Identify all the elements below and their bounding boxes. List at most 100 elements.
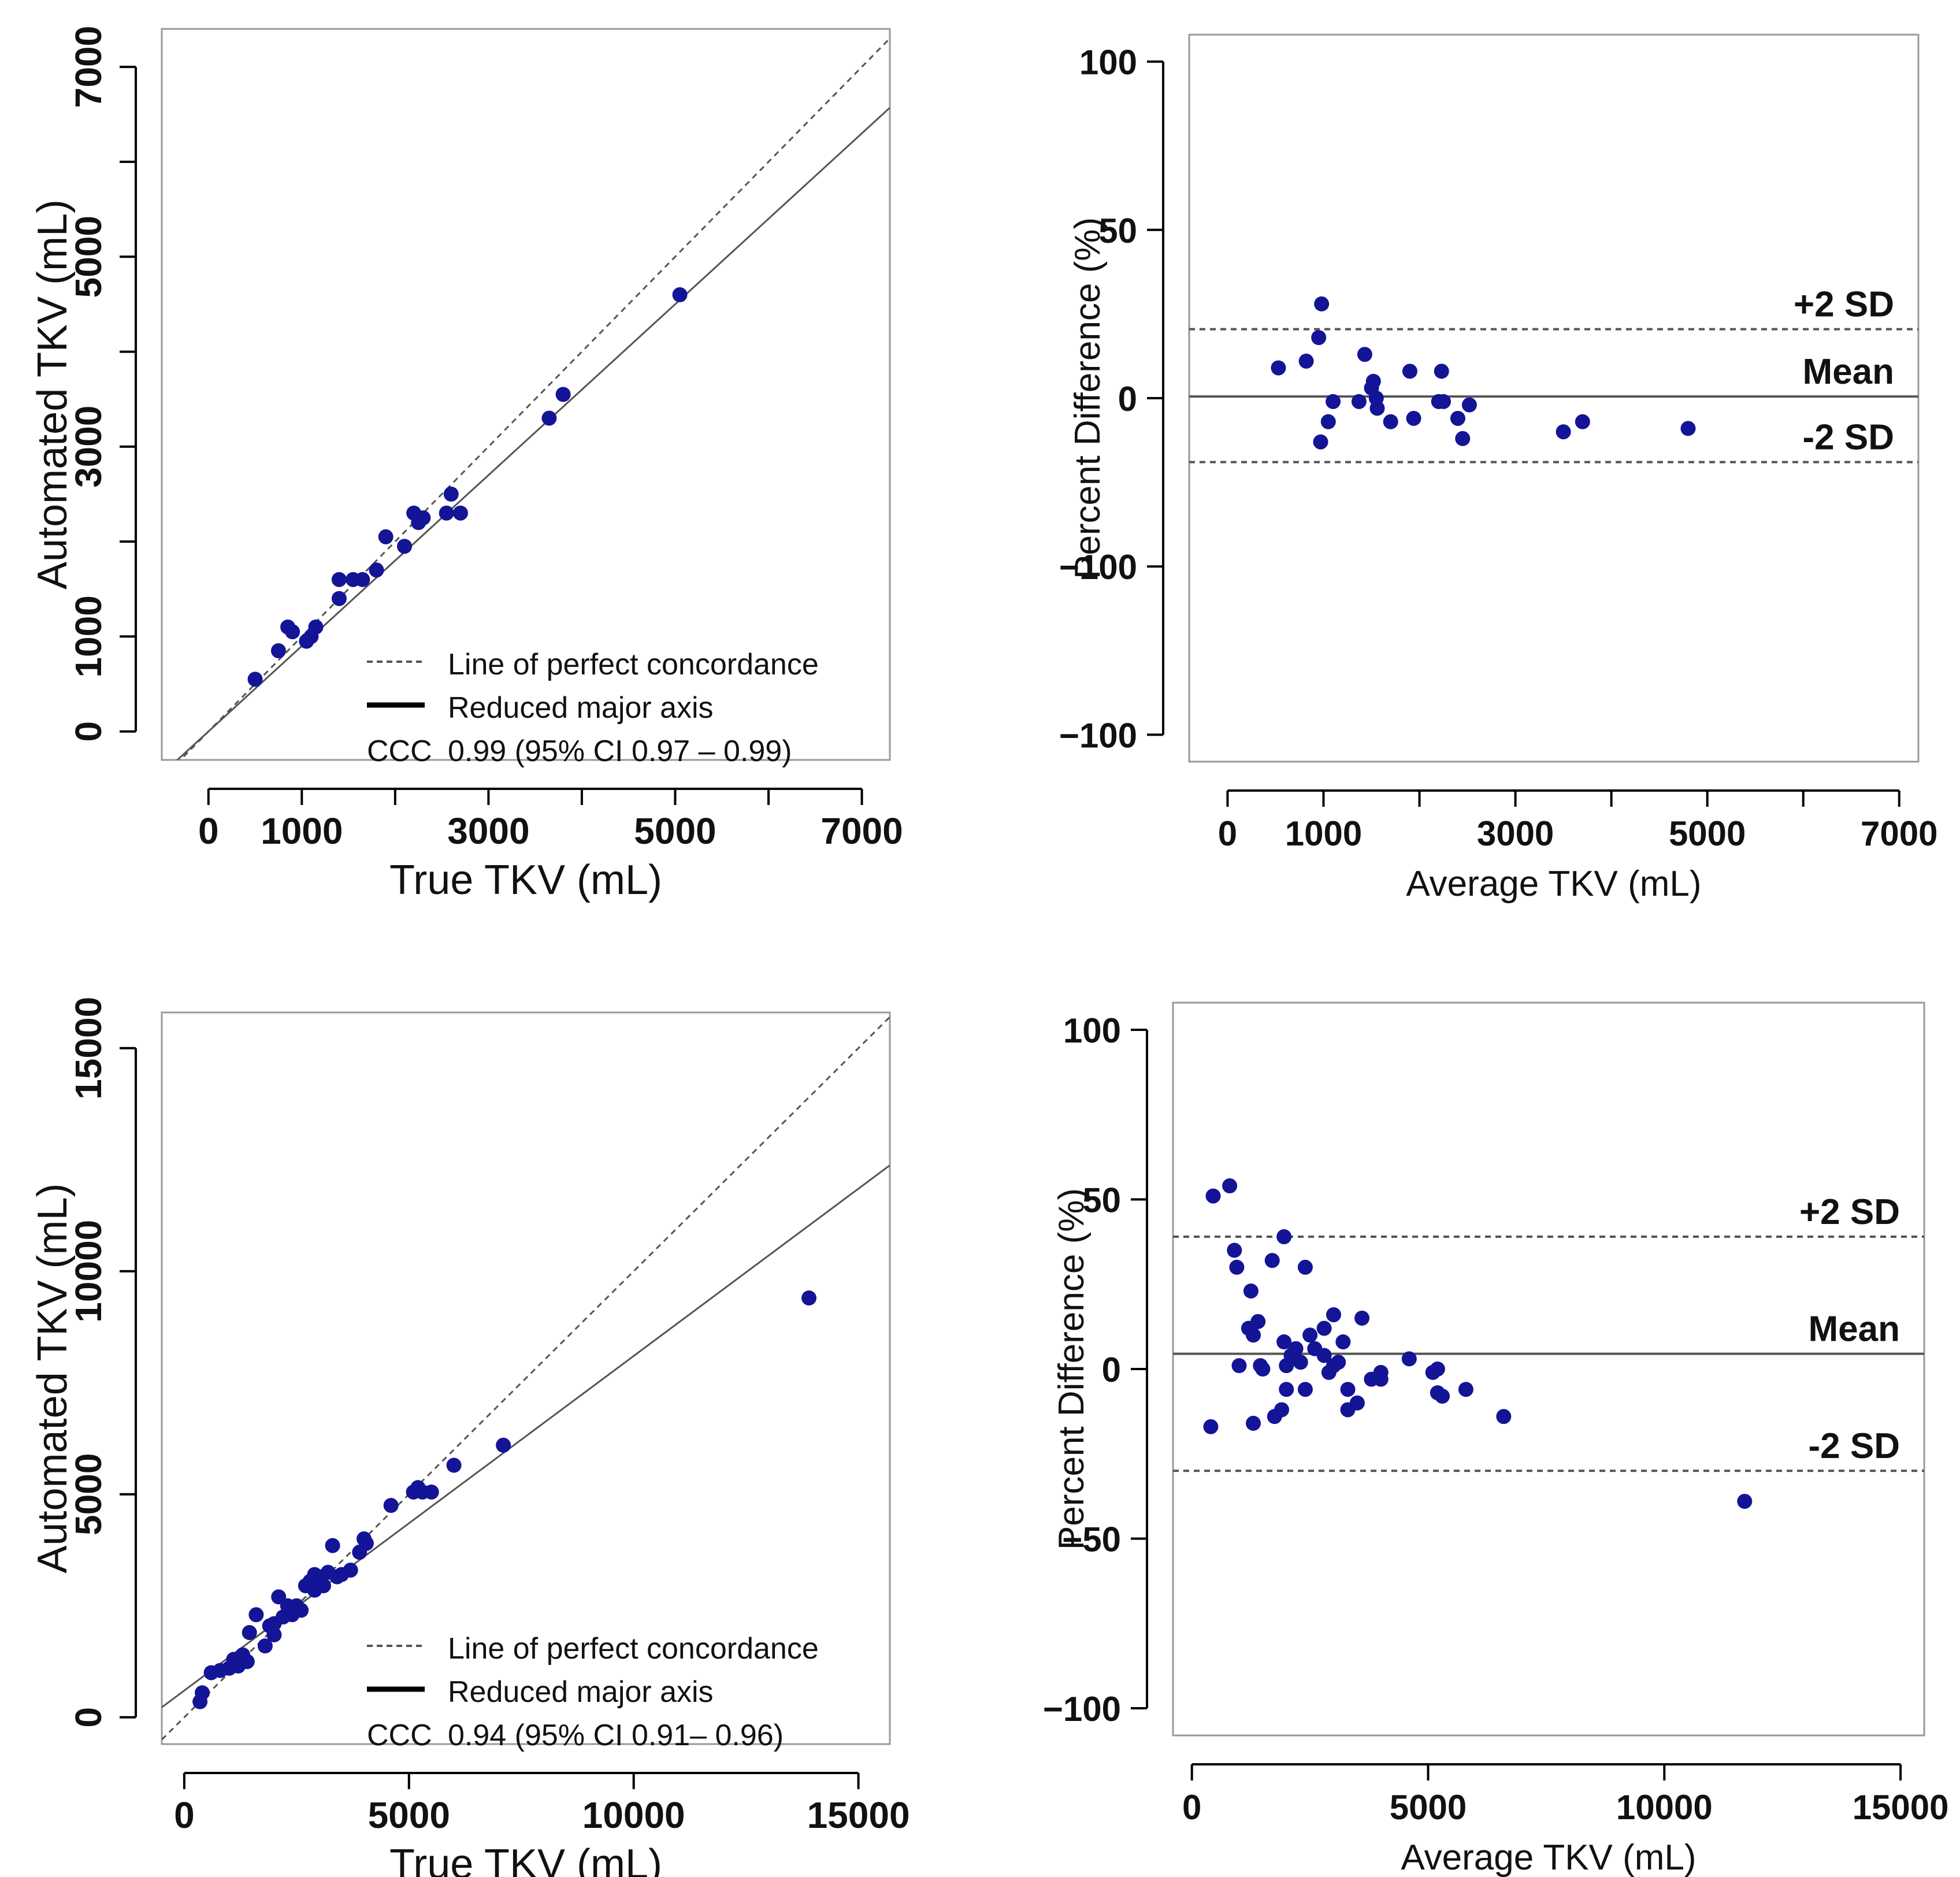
x-axis-label: True TKV (mL) (389, 1841, 662, 1877)
x-tick-label: 5000 (1669, 814, 1746, 853)
data-point (1357, 347, 1372, 362)
data-point (1313, 434, 1328, 450)
data-point (1276, 1334, 1292, 1350)
y-tick-label: 0 (68, 1707, 109, 1728)
data-point (1316, 1348, 1332, 1363)
data-point (1320, 414, 1336, 429)
data-point (331, 591, 347, 606)
data-point (1556, 424, 1571, 440)
line-of-perfect-concordance (179, 38, 890, 760)
data-point (1293, 1355, 1308, 1370)
data-point (1276, 1229, 1292, 1245)
y-tick-label: 7000 (68, 26, 109, 108)
y-tick-label: 0 (1118, 380, 1137, 418)
legend-dashed-label: Line of perfect concordance (448, 1632, 819, 1665)
data-point (1243, 1283, 1259, 1299)
data-point (316, 1578, 331, 1593)
data-point (331, 572, 347, 587)
reduced-major-axis-line (176, 107, 890, 760)
legend-solid-label: Reduced major axis (448, 691, 714, 725)
legend-ccc-value: 0.99 (95% CI 0.97 – 0.99) (448, 735, 792, 768)
data-point (1458, 1382, 1473, 1397)
data-point (1331, 1355, 1346, 1370)
x-tick-label: 3000 (1477, 814, 1554, 853)
data-point (239, 1654, 255, 1670)
data-point (1461, 397, 1477, 413)
x-tick-label: 7000 (821, 810, 903, 852)
data-point (1326, 394, 1341, 409)
data-point (555, 387, 571, 402)
data-point (369, 562, 384, 578)
data-point (672, 287, 688, 302)
x-axis-label: True TKV (mL) (389, 857, 662, 903)
data-point (1326, 1307, 1341, 1323)
x-tick-label: 15000 (807, 1794, 910, 1836)
data-point (801, 1290, 816, 1306)
data-point (1245, 1415, 1261, 1431)
data-point (452, 505, 468, 521)
data-point (1365, 373, 1381, 389)
x-tick-label: 5000 (368, 1794, 450, 1836)
y-tick-label: 50 (1098, 212, 1137, 250)
legend-ccc-label: CCC (367, 1719, 432, 1752)
data-point (358, 1535, 374, 1551)
data-point (1351, 394, 1367, 409)
x-tick-label: 3000 (447, 810, 529, 852)
x-tick-label: 15000 (1853, 1788, 1949, 1827)
data-point (1279, 1382, 1294, 1397)
y-tick-label: −50 (1062, 1520, 1121, 1559)
x-tick-label: 1000 (1285, 814, 1362, 853)
data-point (285, 624, 300, 640)
x-tick-label: 0 (174, 1794, 195, 1836)
data-point (266, 1627, 282, 1642)
data-point (1316, 1320, 1332, 1336)
data-point (257, 1638, 273, 1654)
data-point (1222, 1178, 1238, 1193)
plot-frame (1172, 1001, 1925, 1737)
data-point (1450, 410, 1465, 426)
plot-lines (176, 38, 890, 760)
y-tick-label: 3000 (68, 406, 109, 488)
data-point (1314, 296, 1330, 311)
legend-ccc-label: CCC (367, 735, 432, 768)
data-point (1373, 1364, 1389, 1380)
data-point (1297, 1382, 1313, 1397)
data-point (1349, 1395, 1365, 1411)
data-point (1737, 1493, 1753, 1509)
y-tick-label: 50 (1082, 1181, 1121, 1219)
data-point (1401, 1351, 1417, 1367)
mean-label: Mean (1803, 352, 1894, 392)
data-point (1302, 1327, 1318, 1343)
y-tick-label: −100 (1059, 548, 1137, 587)
data-point (325, 1538, 340, 1553)
data-point (1680, 421, 1696, 436)
data-point (1203, 1419, 1219, 1434)
data-point (541, 410, 557, 426)
data-point (1205, 1188, 1221, 1204)
chart-top-left: 0 1000 3000 5000 7000 0 1000 3000 5000 7000 True T… (29, 26, 903, 903)
y-tick-label: 100 (1063, 1011, 1121, 1050)
data-point (355, 572, 370, 587)
data-point (1383, 414, 1398, 429)
lower-limit-label: -2 SD (1803, 418, 1894, 458)
data-point (1340, 1382, 1356, 1397)
mean-label: Mean (1809, 1310, 1900, 1349)
data-point (1297, 1259, 1313, 1275)
data-point (443, 487, 459, 502)
data-point (1274, 1402, 1290, 1418)
data-point (247, 672, 263, 687)
upper-limit-label: +2 SD (1799, 1192, 1900, 1232)
data-point (1354, 1310, 1370, 1326)
x-tick-label: 5000 (1390, 1788, 1467, 1827)
legend-solid-label: Reduced major axis (448, 1675, 714, 1709)
lower-limit-label: -2 SD (1809, 1426, 1900, 1466)
x-axis-label: Average TKV (mL) (1406, 864, 1701, 904)
y-tick-label: 0 (1102, 1351, 1121, 1389)
data-point (424, 1484, 439, 1500)
data-point (343, 1562, 358, 1578)
data-point (1288, 1341, 1304, 1356)
y-axis-label: Automated TKV (mL) (29, 199, 76, 589)
x-tick-label: 1000 (261, 810, 343, 852)
data-point (1245, 1327, 1261, 1343)
